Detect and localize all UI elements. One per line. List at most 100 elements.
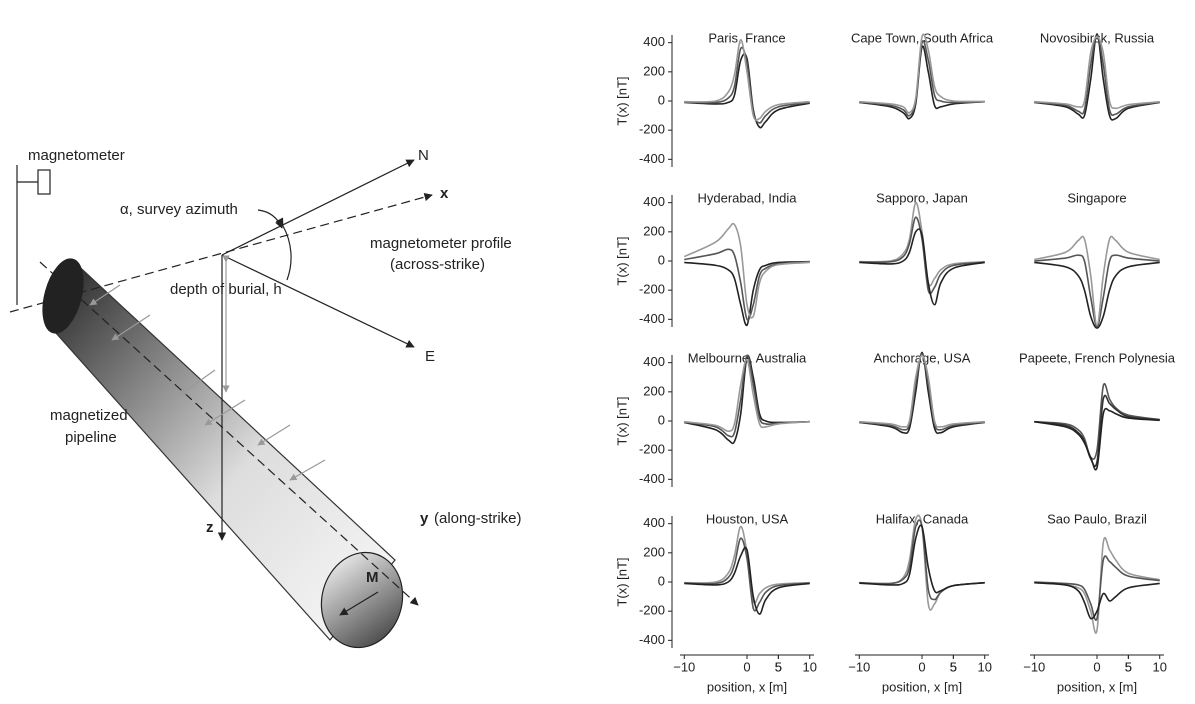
- series-line: [859, 201, 985, 287]
- label: (across-strike): [390, 256, 485, 273]
- chart-title: Sapporo, Japan: [876, 190, 968, 205]
- x-tick-label: 10: [1152, 659, 1166, 674]
- y-tick-label: -200: [639, 603, 665, 618]
- chart-title: Singapore: [1067, 190, 1126, 205]
- series-line: [859, 45, 985, 120]
- x-axis-label: position, x [m]: [882, 679, 962, 694]
- series-line: [1034, 383, 1160, 460]
- series-line: [1034, 36, 1160, 110]
- magnetometer-box: [37, 169, 51, 195]
- series-line: [683, 222, 810, 319]
- label: E: [425, 348, 435, 365]
- y-axis-label: T(x) [nT]: [614, 396, 629, 445]
- series-line: [1034, 555, 1160, 621]
- label: (along-strike): [434, 510, 522, 527]
- magnetization-arrows: [89, 284, 326, 481]
- x-tick-label: 0: [918, 659, 925, 674]
- x-tick-label: 10: [802, 659, 816, 674]
- series-line: [1034, 394, 1160, 467]
- x-tick-label: 5: [775, 659, 782, 674]
- y-tick-label: 400: [643, 194, 665, 209]
- label: magnetized: [50, 407, 128, 424]
- series-line: [859, 524, 985, 594]
- series-line: [684, 525, 810, 604]
- y-tick-label: 0: [658, 252, 665, 267]
- series-line: [859, 40, 985, 117]
- x-axis-label: position, x [m]: [707, 679, 787, 694]
- x-tick-label: −10: [848, 659, 870, 674]
- chart-title: Novosibirsk, Russia: [1040, 30, 1155, 45]
- label: pipeline: [65, 429, 117, 446]
- x-tick-label: 5: [950, 659, 957, 674]
- pipeline-end: [320, 551, 404, 649]
- x-tick-label: 5: [1125, 659, 1132, 674]
- y-tick-label: 400: [643, 515, 665, 530]
- y-axis-label: T(x) [nT]: [614, 76, 629, 125]
- label: z: [206, 519, 214, 536]
- series-line: [859, 519, 985, 601]
- label: M: [366, 569, 379, 586]
- series-line: [1034, 235, 1160, 326]
- y-tick-label: -200: [639, 282, 665, 297]
- azimuth-pointer: [257, 209, 283, 229]
- x-axis-line: [9, 192, 433, 313]
- y-tick-label: 400: [643, 34, 665, 49]
- series-line: [684, 546, 810, 615]
- chart-title: Papeete, French Polynesia: [1019, 350, 1176, 365]
- label: magnetometer: [28, 147, 125, 164]
- pipeline-end: [42, 258, 84, 334]
- series-line: [1034, 254, 1160, 328]
- series-line: [859, 353, 985, 431]
- y-tick-label: -400: [639, 311, 665, 326]
- series-line: [684, 537, 810, 612]
- y-axis-label: T(x) [nT]: [614, 557, 629, 606]
- series-line: [859, 228, 985, 306]
- y-axis-label: T(x) [nT]: [614, 236, 629, 285]
- x-tick-label: 10: [977, 659, 991, 674]
- y-axis-line: [39, 261, 419, 606]
- series-line: [859, 33, 985, 114]
- x-tick-label: −10: [1023, 659, 1045, 674]
- x-tick-label: 5: [1125, 659, 1132, 674]
- y-tick-label: -400: [639, 632, 665, 647]
- series-line: [1034, 34, 1160, 117]
- chart-title: Sao Paulo, Brazil: [1047, 511, 1147, 526]
- label: x: [440, 185, 449, 202]
- y-tick-label: -200: [639, 122, 665, 137]
- label: α, survey azimuth: [120, 201, 238, 218]
- y-tick-label: -400: [639, 471, 665, 486]
- y-tick-label: 200: [643, 223, 665, 238]
- y-tick-label: 0: [658, 573, 665, 588]
- y-tick-label: 200: [643, 383, 665, 398]
- series-line: [684, 38, 810, 122]
- y-tick-label: 0: [658, 412, 665, 427]
- chart-title: Houston, USA: [706, 511, 789, 526]
- series-line: [684, 53, 810, 129]
- series-line: [684, 354, 810, 445]
- chart-title: Anchorage, USA: [874, 350, 971, 365]
- y-tick-label: -200: [639, 442, 665, 457]
- y-tick-label: 200: [643, 544, 665, 559]
- series-line: [1034, 536, 1160, 634]
- x-axis-label: position, x [m]: [1057, 679, 1137, 694]
- label: N: [418, 147, 429, 164]
- y-tick-label: 200: [643, 63, 665, 78]
- series-line: [1034, 407, 1160, 471]
- m-arrow: [339, 591, 379, 616]
- chart-title: Hyderabad, India: [697, 190, 797, 205]
- x-tick-label: 0: [1093, 659, 1100, 674]
- y-tick-label: 0: [658, 92, 665, 107]
- chart-title: Halifax, Canada: [876, 511, 969, 526]
- label: depth of burial, h: [170, 281, 282, 298]
- y-tick-label: -400: [639, 151, 665, 166]
- label: y: [420, 510, 429, 527]
- series-line: [684, 248, 810, 321]
- x-tick-label: −10: [673, 659, 695, 674]
- label: magnetometer profile: [370, 235, 512, 252]
- chart-title: Paris, France: [708, 30, 785, 45]
- series-line: [1034, 581, 1160, 620]
- diagram: [9, 159, 433, 649]
- series-line: [859, 354, 985, 428]
- series-line: [1034, 33, 1160, 121]
